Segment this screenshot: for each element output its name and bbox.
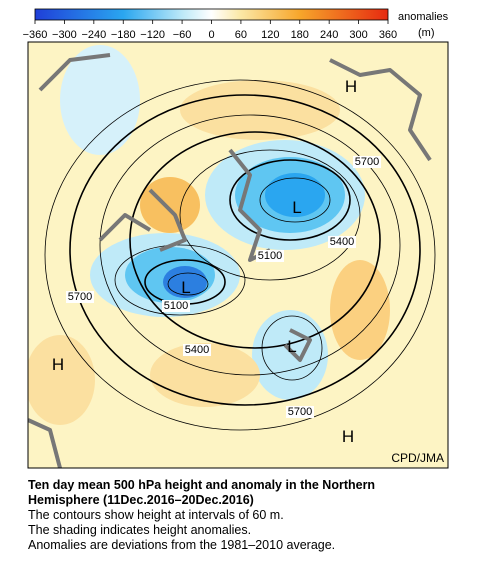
map-figure: anomalies (m)	[23, 8, 449, 469]
pressure-center: H	[342, 427, 354, 446]
coastlines	[28, 53, 432, 468]
colorbar-tick-label: 240	[320, 29, 338, 41]
colorbar-title: anomalies	[398, 11, 449, 23]
contour-label-bg	[286, 406, 314, 418]
colorbar-tick-label: 360	[379, 29, 397, 41]
pressure-center: L	[292, 198, 301, 217]
caption-line: The shading indicates height anomalies.	[28, 523, 252, 537]
colorbar-tick-label: 0	[208, 29, 214, 41]
contour-label-bg	[66, 291, 94, 303]
caption-line: The contours show height at intervals of…	[28, 508, 284, 522]
contour-label-bg	[328, 236, 356, 248]
colorbar-tick-label: −300	[52, 29, 77, 41]
contour-label: 5400	[185, 344, 209, 356]
credit: CPD/JMA	[391, 451, 444, 465]
height-contours	[44, 79, 436, 431]
contour-label: 5700	[68, 291, 92, 303]
caption-title: Ten day mean 500 hPa height and anomaly …	[28, 478, 376, 507]
colorbar-tick-label: −120	[140, 29, 165, 41]
colorbar-tick-label: 300	[349, 29, 367, 41]
colorbar-tick-label: 60	[235, 29, 247, 41]
contour-label-bg	[162, 300, 190, 312]
contour-label-bg	[353, 156, 381, 168]
contour-label-bg	[183, 344, 211, 356]
colorbar-tick-label: 180	[291, 29, 309, 41]
colorbar-tick-label: −240	[81, 29, 106, 41]
contour-label: 5400	[330, 236, 354, 248]
colorbar-tick-label: 120	[261, 29, 279, 41]
contour-label: 5100	[258, 250, 282, 262]
caption-line: Anomalies are deviations from the 1981–2…	[28, 538, 336, 552]
colorbar	[34, 8, 389, 21]
pressure-center: L	[287, 337, 296, 356]
contour-label: 5700	[288, 406, 312, 418]
colorbar-unit: (m)	[418, 27, 435, 39]
colorbar-tick-label: −180	[111, 29, 136, 41]
map	[28, 42, 448, 468]
contour-label-bg	[256, 250, 284, 262]
contour-label: 5700	[355, 156, 379, 168]
map-frame	[27, 41, 449, 469]
pressure-center: H	[52, 355, 64, 374]
caption: Ten day mean 500 hPa height and anomaly …	[28, 478, 448, 553]
contour-label: 5100	[164, 300, 188, 312]
pressure-center: H	[345, 77, 357, 96]
colorbar-tick-label: −360	[23, 29, 48, 41]
pressure-center: L	[181, 278, 190, 297]
colorbar-tick-label: −60	[173, 29, 192, 41]
